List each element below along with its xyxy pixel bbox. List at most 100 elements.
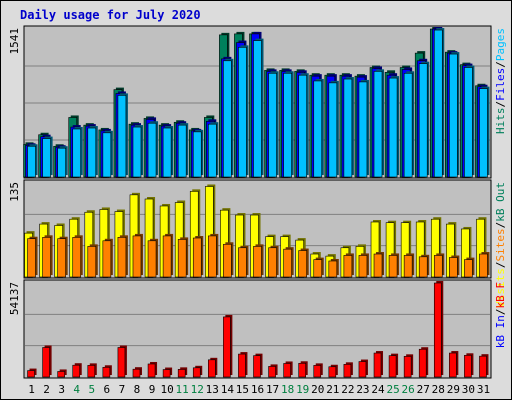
bar-pages-day-6-face xyxy=(102,132,112,178)
bar-pages-day-30-face xyxy=(464,67,473,178)
bar-pages-day-8 xyxy=(132,125,143,178)
bar-pages-day-24 xyxy=(373,69,385,178)
bar-pages-day-16 xyxy=(253,38,264,178)
bar-kb-f-day-21-face xyxy=(328,366,337,378)
bar-kb-f-day-19-face xyxy=(298,362,306,378)
x-tick-label-day-21: 21 xyxy=(326,383,339,396)
bar-kb-f-day-20-face xyxy=(313,365,322,378)
bar-kb-f-day-6 xyxy=(102,365,112,378)
bar-pages-day-22-face xyxy=(343,78,353,178)
bar-pages-day-26 xyxy=(403,71,415,178)
bar-kb-f-day-22-face xyxy=(343,364,352,378)
bar-pages-day-14 xyxy=(223,58,234,178)
x-tick-label-day-9: 9 xyxy=(149,383,156,396)
bar-sites-day-30-face xyxy=(464,259,473,278)
bar-kb-f-day-1 xyxy=(27,368,37,378)
bar-kb-f-day-11 xyxy=(177,367,188,378)
bar-kb-f-day-15 xyxy=(238,352,248,378)
bar-kb-f-day-7-face xyxy=(117,347,126,378)
bar-sites-day-31 xyxy=(479,252,490,278)
x-tick-label-day-19: 19 xyxy=(296,383,309,396)
bar-sites-day-14-face xyxy=(223,243,232,278)
bar-pages-day-19-face xyxy=(298,74,307,178)
bar-kb-f-day-27 xyxy=(418,347,429,378)
bar-pages-day-27 xyxy=(418,61,430,178)
bar-kb-f-day-10-face xyxy=(162,369,171,378)
bar-sites-day-24-face xyxy=(373,253,383,278)
x-tick-label-day-7: 7 xyxy=(119,383,126,396)
bar-kb-f-day-25 xyxy=(388,353,399,378)
bar-kb-f-day-9 xyxy=(147,361,158,378)
bar-kb-f-day-11-face xyxy=(177,369,186,378)
bar-pages-day-13-face xyxy=(208,123,217,178)
legend-item: Visits xyxy=(494,268,507,308)
bar-sites-day-15-face xyxy=(238,247,247,278)
bar-pages-day-19 xyxy=(298,73,309,178)
bar-pages-day-9-face xyxy=(147,122,157,178)
x-tick-label-day-24: 24 xyxy=(371,383,385,396)
bar-sites-day-11 xyxy=(177,237,189,278)
bar-pages-day-31 xyxy=(479,86,490,178)
bar-kb-f-day-24 xyxy=(373,351,384,378)
legend-item: Pages xyxy=(494,28,507,61)
bar-kb-f-day-8 xyxy=(132,367,142,378)
bar-kb-f-day-19 xyxy=(298,361,308,378)
bar-sites-day-6-face xyxy=(102,240,112,278)
bar-pages-day-3-face xyxy=(57,147,66,178)
ymax-label-hits-files-pages: 1541 xyxy=(8,28,21,55)
bar-sites-day-7 xyxy=(117,235,128,278)
bar-sites-day-11-face xyxy=(177,239,187,278)
bar-kb-f-day-13-face xyxy=(208,359,216,378)
bar-sites-day-12 xyxy=(192,236,204,278)
bar-kb-f-day-26-face xyxy=(403,356,412,378)
x-tick-label-day-30: 30 xyxy=(462,383,475,396)
x-tick-label-day-2: 2 xyxy=(43,383,50,396)
bar-pages-day-1-face xyxy=(27,145,36,178)
bar-sites-day-27 xyxy=(418,254,430,278)
bar-kb-f-day-6-face xyxy=(102,366,111,378)
bar-sites-day-13 xyxy=(208,233,219,278)
bar-pages-day-15 xyxy=(238,45,249,178)
bar-sites-day-9-face xyxy=(147,240,157,278)
x-tick-label-day-3: 3 xyxy=(58,383,65,396)
bar-sites-day-18 xyxy=(283,247,294,278)
chart-title: Daily usage for July 2020 xyxy=(20,8,201,22)
bar-pages-day-13 xyxy=(208,122,219,178)
x-tick-label-day-25: 25 xyxy=(386,383,399,396)
x-tick-label-day-13: 13 xyxy=(206,383,219,396)
bar-sites-day-19-face xyxy=(298,250,307,278)
bar-kb-f-day-29 xyxy=(449,351,459,378)
bar-pages-day-7 xyxy=(117,93,128,178)
bar-sites-day-7-face xyxy=(117,237,127,278)
bar-sites-day-4-face xyxy=(72,237,82,278)
ymax-label-kbytes: 54137 xyxy=(8,282,21,315)
bar-kb-f-day-15-face xyxy=(238,353,246,378)
x-tick-label-day-23: 23 xyxy=(356,383,369,396)
bar-kb-f-day-9-face xyxy=(147,363,156,378)
bar-kb-f-day-23 xyxy=(358,359,368,378)
bar-sites-day-9 xyxy=(147,238,159,278)
bar-kb-f-day-20 xyxy=(313,363,323,378)
x-tick-label-day-28: 28 xyxy=(432,383,445,396)
bar-kb-f-day-21 xyxy=(328,364,338,378)
bar-pages-day-24-face xyxy=(373,71,383,178)
bar-pages-day-2-face xyxy=(42,138,51,178)
bar-pages-day-6 xyxy=(102,130,113,178)
bar-pages-day-10 xyxy=(162,126,174,178)
bar-pages-day-3 xyxy=(57,146,68,178)
bar-kb-f-day-14 xyxy=(223,314,233,378)
bar-pages-day-15-face xyxy=(238,47,247,178)
bar-kb-f-day-28 xyxy=(433,281,444,378)
x-tick-label-day-12: 12 xyxy=(191,383,204,396)
bar-sites-day-26 xyxy=(403,253,415,278)
bar-kb-f-day-26 xyxy=(403,354,414,378)
bar-kb-f-day-12-face xyxy=(192,367,201,378)
x-tick-label-day-20: 20 xyxy=(311,383,324,396)
bar-kb-f-day-16-face xyxy=(253,355,261,378)
bar-pages-day-9 xyxy=(147,121,159,178)
bar-pages-day-25 xyxy=(388,76,400,178)
bar-kb-f-day-2-face xyxy=(42,347,50,378)
bar-sites-day-25 xyxy=(388,253,400,278)
bar-kb-f-day-4-face xyxy=(72,364,81,378)
